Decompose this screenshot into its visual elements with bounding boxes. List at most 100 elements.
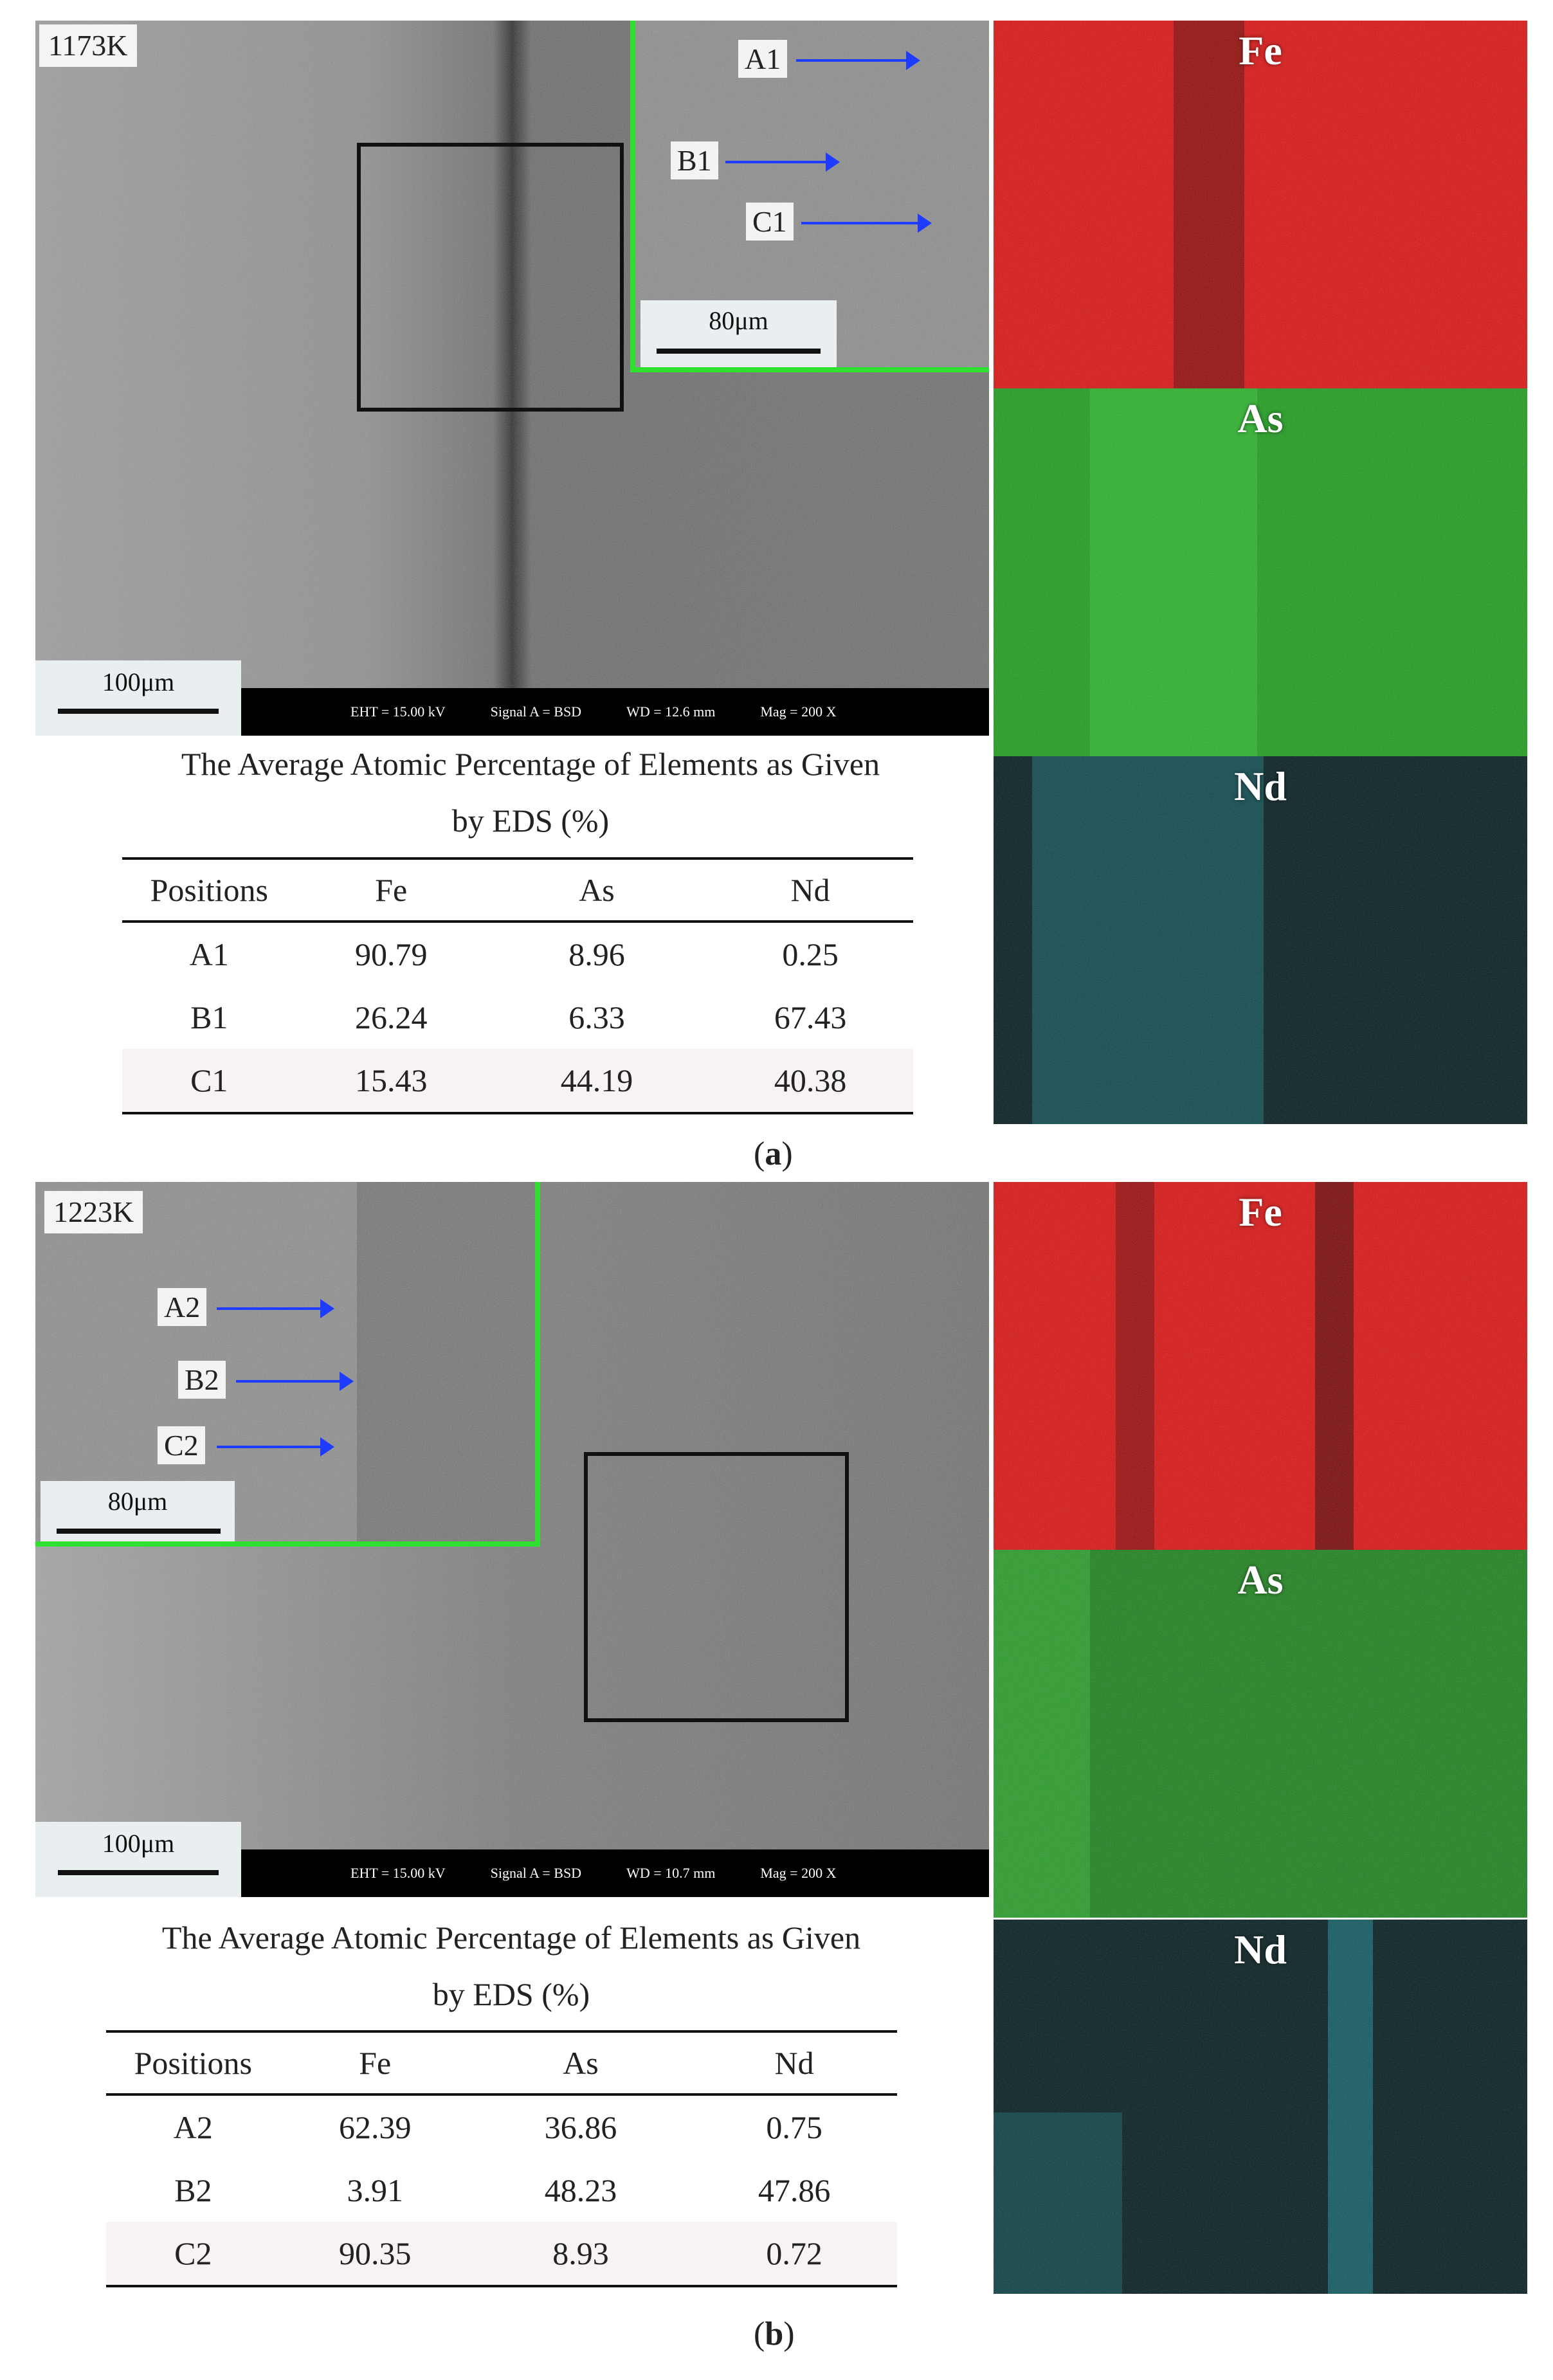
table-cell: 44.19	[486, 1049, 708, 1114]
column-header: Nd	[691, 2031, 897, 2096]
map-texture	[994, 1182, 1527, 1550]
table-header-row: Positions Fe As Nd	[106, 2031, 897, 2096]
map-element-label: Nd	[1234, 1927, 1287, 1972]
map-element-label: Fe	[1239, 1189, 1282, 1235]
temperature-label: 1223K	[44, 1191, 143, 1233]
table-cell: 0.25	[782, 936, 839, 972]
table-cell: 6.33	[568, 999, 625, 1035]
main-scale-label: 100μm	[102, 668, 175, 696]
column-header: Fe	[296, 858, 486, 923]
map-texture	[994, 1920, 1527, 2294]
table-row: C2 90.35 8.93 0.72	[106, 2222, 897, 2287]
label-paren: )	[783, 2316, 795, 2352]
table-row: B1 26.24 6.33 67.43	[122, 986, 913, 1049]
table-cell: A2	[173, 2109, 213, 2145]
marker-a1: A1	[738, 40, 788, 78]
scale-line	[57, 1529, 221, 1534]
sem-micrograph-a: 1173K A1 B1 C1 80μm 100μm EHT = 15.00 kV…	[35, 21, 989, 736]
map-element-label: As	[1237, 1557, 1284, 1603]
eht-value: EHT = 15.00 kV	[350, 1865, 446, 1881]
subfigure-label-a: (a)	[754, 1135, 793, 1173]
table-cell: B1	[190, 999, 228, 1035]
column-header: Nd	[707, 858, 913, 923]
table-cell: 3.91	[347, 2172, 403, 2208]
scale-line	[58, 709, 219, 714]
label-paren: )	[781, 1136, 793, 1172]
eds-table-b: Positions Fe As Nd A2 62.39 36.86 0.75 B…	[106, 2030, 897, 2287]
arrow-icon	[217, 1437, 334, 1457]
table-cell: B2	[174, 2172, 212, 2208]
table-cell: 0.72	[691, 2222, 897, 2287]
wd-value: WD = 12.6 mm	[626, 704, 716, 720]
table-caption-a: The Average Atomic Percentage of Element…	[113, 736, 949, 849]
map-texture	[994, 1550, 1527, 1918]
caption-line: The Average Atomic Percentage of Element…	[161, 1920, 861, 1956]
eds-map-nd-a: Nd	[994, 756, 1527, 1124]
inset-scale-label: 80μm	[709, 306, 768, 335]
eds-map-fe-a: Fe	[994, 21, 1527, 388]
inset-scale-bar: 80μm	[640, 300, 837, 367]
table-cell: 90.79	[354, 936, 428, 972]
table-cell: 8.93	[469, 2222, 692, 2287]
arrow-icon	[801, 213, 932, 233]
temperature-label: 1173K	[39, 24, 137, 67]
mag-value: Mag = 200 X	[760, 704, 837, 720]
table-cell: C2	[106, 2222, 280, 2287]
arrow-icon	[217, 1299, 334, 1318]
table-cell: 8.96	[568, 936, 625, 972]
label-letter: b	[765, 2316, 784, 2352]
map-element-label: Fe	[1239, 28, 1282, 73]
table-cell: 62.39	[338, 2109, 412, 2145]
column-header: As	[486, 858, 708, 923]
arrow-icon	[725, 152, 840, 172]
magnified-region-box	[357, 143, 624, 412]
label-paren: (	[754, 2316, 765, 2352]
table-cell: 67.43	[774, 999, 847, 1035]
map-element-label: Nd	[1234, 763, 1287, 809]
eds-map-nd-b: Nd	[994, 1920, 1527, 2294]
marker-a2: A2	[158, 1288, 207, 1327]
table-cell: 0.75	[766, 2109, 822, 2145]
column-header: Positions	[122, 858, 296, 923]
table-cell: 15.43	[296, 1049, 486, 1114]
table-row: B2 3.91 48.23 47.86	[106, 2159, 897, 2222]
map-texture	[994, 756, 1527, 1124]
eht-value: EHT = 15.00 kV	[350, 704, 446, 720]
main-scale-bar: 100μm	[35, 1822, 241, 1897]
table-caption-b: The Average Atomic Percentage of Element…	[93, 1910, 929, 2022]
sem-micrograph-b: 1223K A2 B2 C2 80μm 100μm EHT = 15.00 kV…	[35, 1182, 989, 1897]
wd-value: WD = 10.7 mm	[626, 1865, 716, 1881]
table-cell: 90.35	[280, 2222, 470, 2287]
eds-map-fe-b: Fe	[994, 1182, 1527, 1550]
table-cell: 36.86	[544, 2109, 617, 2145]
arrow-icon	[236, 1372, 354, 1391]
inset-scale-label: 80μm	[107, 1487, 168, 1516]
table-row: C1 15.43 44.19 40.38	[122, 1049, 913, 1114]
table-cell: 47.86	[758, 2172, 831, 2208]
mag-value: Mag = 200 X	[760, 1865, 837, 1881]
inset-texture	[35, 1182, 535, 1541]
eds-map-as-b: As	[994, 1550, 1527, 1918]
main-scale-bar: 100μm	[35, 660, 241, 736]
label-letter: a	[765, 1136, 782, 1172]
signal-value: Signal A = BSD	[490, 704, 582, 720]
marker-c2: C2	[158, 1426, 205, 1465]
caption-line: by EDS (%)	[432, 1976, 590, 2012]
scale-line	[657, 349, 821, 354]
inset-micrograph-a: A1 B1 C1 80μm	[630, 21, 989, 372]
scale-line	[58, 1870, 219, 1875]
magnified-region-box	[584, 1452, 849, 1722]
table-cell: 48.23	[544, 2172, 617, 2208]
table-cell: A1	[189, 936, 229, 972]
sem-info-bar: EHT = 15.00 kV Signal A = BSD WD = 10.7 …	[241, 1849, 989, 1897]
label-paren: (	[754, 1136, 765, 1172]
table-header-row: Positions Fe As Nd	[122, 858, 913, 923]
marker-c1: C1	[746, 203, 794, 241]
arrow-icon	[796, 51, 920, 70]
main-scale-label: 100μm	[102, 1829, 175, 1858]
caption-line: The Average Atomic Percentage of Element…	[181, 746, 880, 782]
eds-map-as-a: As	[994, 388, 1527, 756]
column-header: Fe	[280, 2031, 470, 2096]
marker-b1: B1	[671, 141, 718, 180]
column-header: As	[469, 2031, 692, 2096]
